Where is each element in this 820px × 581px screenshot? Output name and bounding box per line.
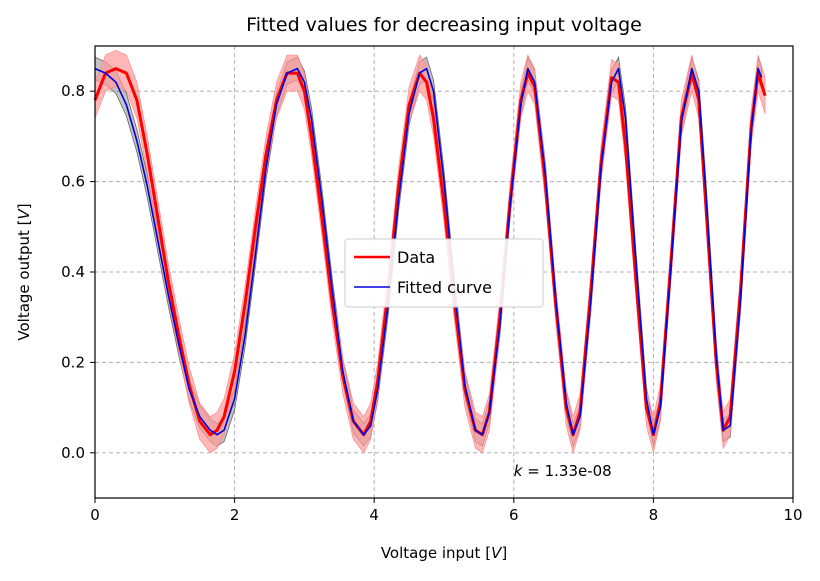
y-axis-title-text: Voltage output [ xyxy=(15,219,33,340)
x-axis-title-text: Voltage input [ xyxy=(381,544,491,562)
annotation-symbol: k xyxy=(514,462,524,480)
fitted-curve-line xyxy=(94,67,763,436)
x-tick-label: 8 xyxy=(649,506,659,524)
y-tick-label: 0.4 xyxy=(61,263,85,281)
series-lines xyxy=(93,67,767,437)
legend-label-fitted-curve: Fitted curve xyxy=(397,278,492,297)
annotation-value: = 1.33e-08 xyxy=(522,462,611,480)
x-axis-title: Voltage input [V] xyxy=(381,544,507,562)
legend-label-data: Data xyxy=(397,248,435,267)
y-axis-title-unit: V xyxy=(15,207,33,219)
y-axis-title: Voltage output [V] xyxy=(15,203,33,340)
x-axis-title-unit: V xyxy=(491,544,503,562)
axis-ticks: 0 2 4 6 8 10 0.0 0.2 0.4 0.6 0.8 xyxy=(61,82,802,524)
chart-title: Fitted values for decreasing input volta… xyxy=(246,14,642,36)
y-tick-label: 0.8 xyxy=(61,82,85,100)
x-tick-label: 4 xyxy=(369,506,379,524)
x-axis-title-close: ] xyxy=(501,544,507,562)
x-tick-label: 6 xyxy=(509,506,519,524)
x-tick-label: 10 xyxy=(783,506,802,524)
y-tick-label: 0.2 xyxy=(61,353,85,371)
legend-box xyxy=(344,238,544,308)
x-tick-label: 2 xyxy=(230,506,240,524)
y-tick-label: 0.0 xyxy=(61,444,85,462)
y-tick-label: 0.6 xyxy=(61,173,85,191)
legend: Data Fitted curve xyxy=(344,238,544,308)
y-axis-title-close: ] xyxy=(15,203,33,209)
fit-parameter-annotation: k = 1.33e-08 xyxy=(514,462,612,480)
x-tick-label: 0 xyxy=(90,506,100,524)
